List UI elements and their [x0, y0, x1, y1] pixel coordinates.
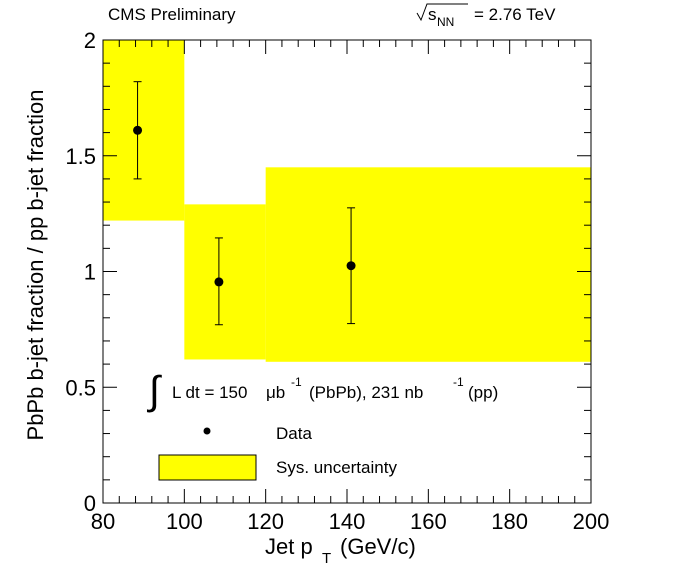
- x-tick-label: 100: [166, 509, 203, 534]
- data-points: [133, 81, 356, 326]
- lumi-exp2: -1: [453, 375, 464, 389]
- lumi-exp1: -1: [291, 375, 302, 389]
- legend: Data Sys. uncertainty: [158, 424, 397, 481]
- x-axis-label: Jet p T (GeV/c): [265, 534, 416, 567]
- sys-box-2: [184, 204, 266, 360]
- lumi-suffix: (pp): [468, 383, 498, 402]
- x-tick-label: 200: [573, 509, 610, 534]
- y-tick-label: 1.5: [65, 144, 96, 169]
- y-tick-label: 1: [84, 260, 96, 285]
- x-tick-label: 120: [247, 509, 284, 534]
- x-tick-label: 80: [91, 509, 115, 534]
- x-axis-label-sub: T: [322, 550, 331, 567]
- energy-value: = 2.76 TeV: [474, 5, 556, 24]
- x-tick-label: 140: [329, 509, 366, 534]
- experiment-label: CMS Preliminary: [108, 5, 236, 24]
- luminosity-annotation: ∫ L dt = 150 μb -1 (PbPb), 231 nb -1 (pp…: [147, 369, 498, 413]
- legend-sys-label: Sys. uncertainty: [276, 458, 397, 477]
- data-point-2: [214, 277, 224, 287]
- x-axis-label-main: Jet p: [265, 534, 313, 559]
- lumi-mid: (PbPb), 231 nb: [309, 383, 423, 402]
- sys-uncertainty-boxes: [103, 40, 591, 362]
- y-axis-label: PbPb b-jet fraction / pp b-jet fraction: [23, 90, 48, 441]
- axis-ticks: 80 100 120 140 160 180 200 0 0.5 1 1.5 2: [65, 28, 609, 534]
- x-tick-label: 160: [410, 509, 447, 534]
- legend-sys-swatch: [158, 454, 257, 481]
- y-tick-label: 0: [84, 491, 96, 516]
- energy-sqrt-var: s: [428, 5, 437, 24]
- legend-data-label: Data: [276, 424, 312, 443]
- sqrt-symbol: [416, 3, 468, 22]
- y-tick-label: 0.5: [65, 375, 96, 400]
- x-tick-label: 180: [491, 509, 528, 534]
- integral-symbol: ∫: [147, 369, 163, 413]
- sys-box-3: [265, 167, 591, 362]
- x-axis-label-unit: (GeV/c): [340, 534, 416, 559]
- data-point-1: [133, 125, 143, 135]
- energy-sub: NN: [437, 15, 454, 29]
- legend-data-marker: [203, 427, 211, 435]
- y-tick-label: 2: [84, 28, 96, 53]
- lumi-mu: μb: [266, 383, 285, 402]
- energy-label: s NN = 2.76 TeV: [416, 3, 556, 29]
- sys-box-1: [103, 40, 185, 221]
- data-point-3: [346, 261, 356, 271]
- lumi-prefix: L dt = 150: [172, 383, 247, 402]
